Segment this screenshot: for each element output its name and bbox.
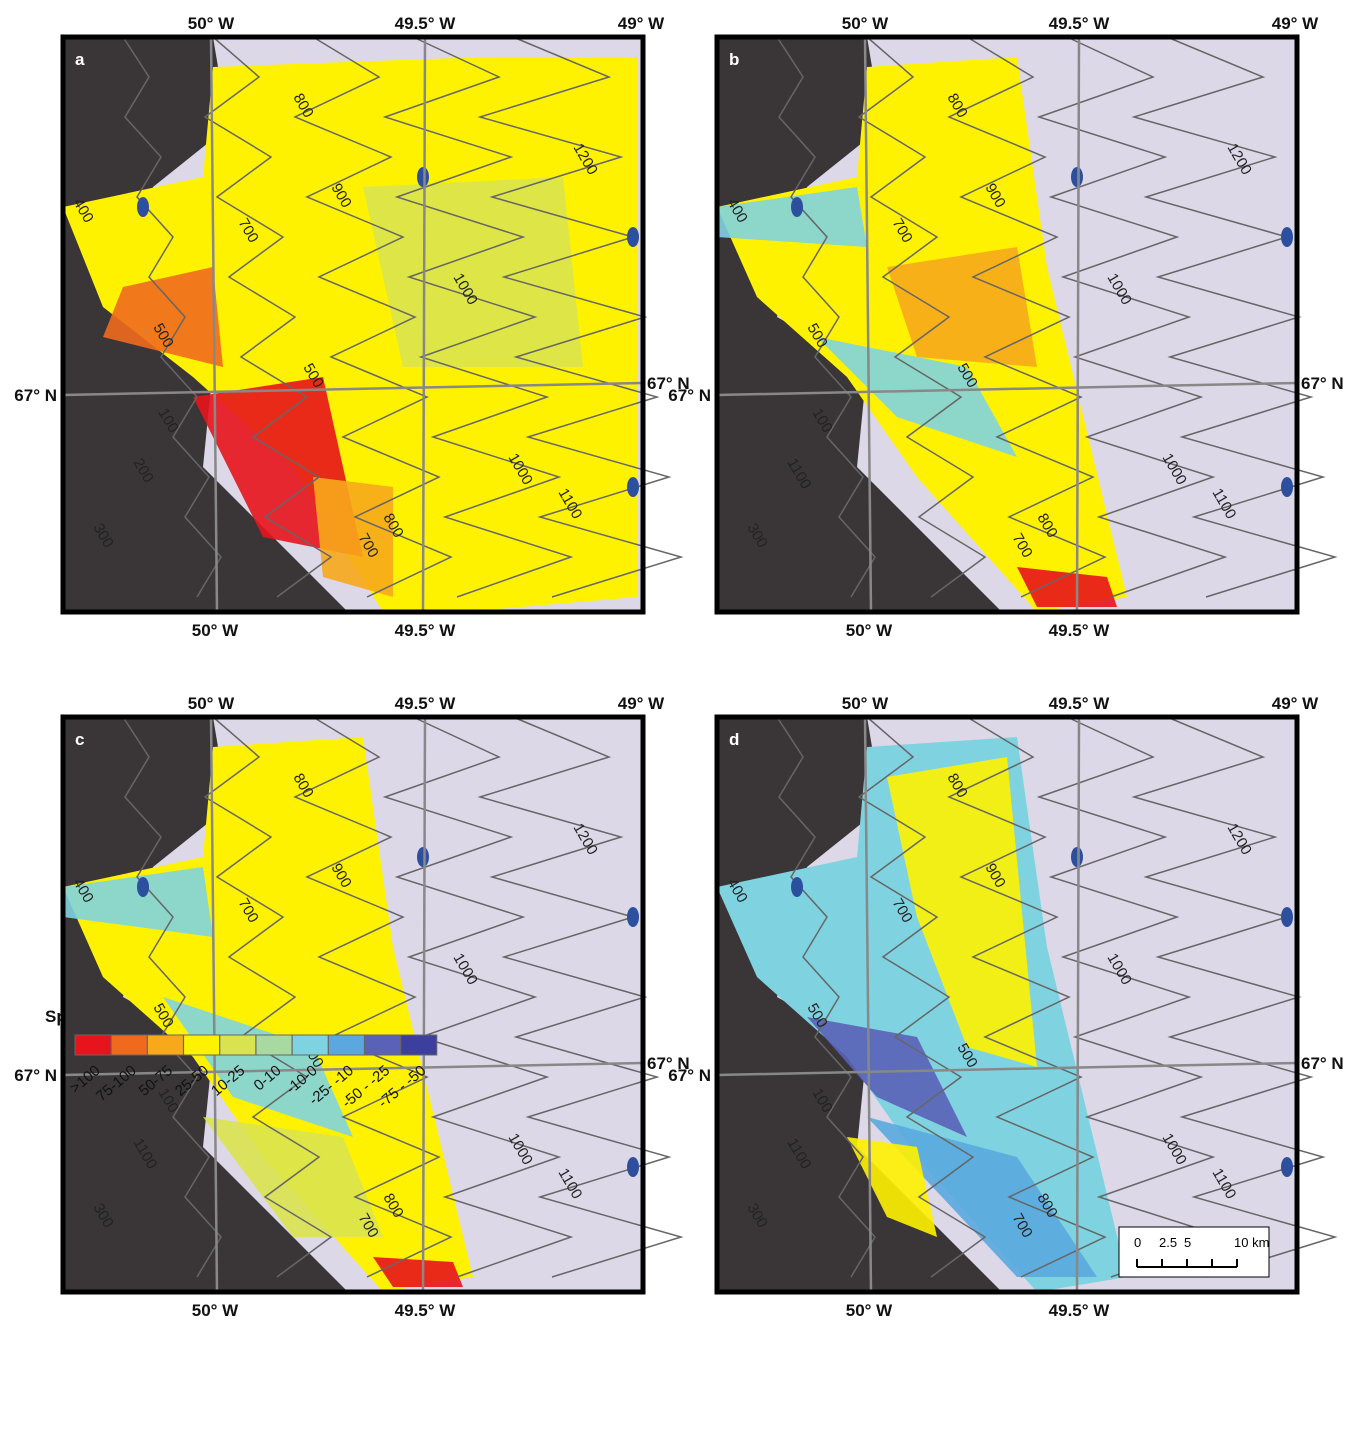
lake [627, 477, 639, 497]
longitude-label: 49.5° W [395, 694, 457, 713]
latitude-label: 67° N [668, 386, 711, 405]
latitude-label: 67° N [668, 1066, 711, 1085]
longitude-label: 49° W [618, 694, 665, 713]
lake [791, 197, 803, 217]
lake [1281, 1157, 1293, 1177]
lake [1071, 847, 1083, 867]
scale-bar-label: 0 [1134, 1235, 1141, 1250]
longitude-label: 49.5° W [1049, 694, 1111, 713]
longitude-label: 50° W [842, 694, 889, 713]
longitude-label: 49° W [1272, 694, 1319, 713]
panel-letter: b [729, 50, 739, 69]
longitude-label: 49.5° W [1049, 14, 1111, 33]
lake [627, 907, 639, 927]
map-panel: 8009001200700100050010001100800700400500… [14, 14, 689, 640]
lake [1071, 167, 1083, 187]
longitude-label: 49° W [618, 14, 665, 33]
panel-letter: d [729, 730, 739, 749]
legend-swatch [328, 1035, 364, 1055]
longitude-label: 49.5° W [395, 1301, 457, 1320]
longitude-label: 50° W [192, 1301, 239, 1320]
legend-swatch [256, 1035, 292, 1055]
legend-swatch [220, 1035, 256, 1055]
legend-swatch [292, 1035, 328, 1055]
scale-bar-label: 5 [1184, 1235, 1191, 1250]
longitude-label: 50° W [846, 1301, 893, 1320]
latitude-label: 67° N [1301, 374, 1344, 393]
legend-swatch [75, 1035, 111, 1055]
longitude-label: 50° W [846, 621, 893, 640]
longitude-label: 50° W [192, 621, 239, 640]
lake [791, 877, 803, 897]
latitude-label: 67° N [1301, 1054, 1344, 1073]
legend-swatch [147, 1035, 183, 1055]
lake [1281, 477, 1293, 497]
scale-bar-label: 10 km [1234, 1235, 1269, 1250]
lake [137, 197, 149, 217]
map-panel: 8009001200700100050010001100800700400500… [668, 694, 1343, 1320]
longitude-label: 50° W [188, 14, 235, 33]
panel-letter: c [75, 730, 84, 749]
scale-bar-label: 2.5 [1159, 1235, 1177, 1250]
figure: Speed-up (%) 800900120070010005001000110… [0, 0, 1358, 1439]
lake [627, 1157, 639, 1177]
longitude-label: 49.5° W [395, 14, 457, 33]
map-panel: 8009001200700100050010001100800700400500… [14, 694, 689, 1320]
lake [417, 847, 429, 867]
panel-letter: a [75, 50, 85, 69]
longitude-label: 49.5° W [395, 621, 457, 640]
map-panel: 8009001200700100050010001100800700400500… [668, 14, 1343, 640]
longitude-label: 50° W [842, 14, 889, 33]
legend-swatch [365, 1035, 401, 1055]
lake [1281, 907, 1293, 927]
legend-swatch [184, 1035, 220, 1055]
longitude-label: 50° W [188, 694, 235, 713]
legend-swatch [111, 1035, 147, 1055]
lake [1281, 227, 1293, 247]
latitude-label: 67° N [14, 1066, 57, 1085]
scale-bar: 0 2.5 5 10 km [1119, 1227, 1269, 1277]
longitude-label: 49° W [1272, 14, 1319, 33]
longitude-label: 49.5° W [1049, 621, 1111, 640]
legend-swatch [401, 1035, 437, 1055]
latitude-label: 67° N [14, 386, 57, 405]
lake [137, 877, 149, 897]
longitude-label: 49.5° W [1049, 1301, 1111, 1320]
lake [627, 227, 639, 247]
lake [417, 167, 429, 187]
